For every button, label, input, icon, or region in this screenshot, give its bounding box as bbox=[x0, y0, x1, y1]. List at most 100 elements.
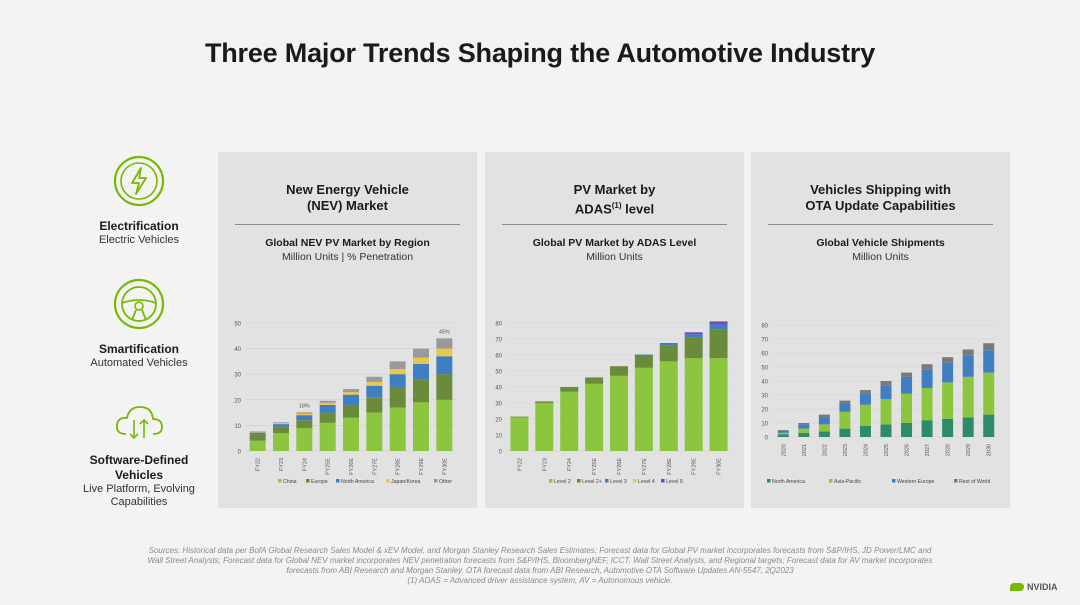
steering-wheel-icon bbox=[113, 278, 165, 330]
y-tick-label: 30 bbox=[761, 394, 768, 400]
x-tick-label: FY23 bbox=[279, 458, 285, 471]
bar-segment bbox=[798, 428, 810, 433]
legend-swatch bbox=[661, 479, 665, 483]
legend: North America Asia-Pacific Western Europe R… bbox=[767, 479, 990, 485]
panel-adas: PV Market by ADAS(1) level Global PV Mar… bbox=[485, 152, 744, 508]
bar-segment bbox=[560, 391, 579, 451]
legend: Level 2 Level 2+ Level 3 Level 4 Level 5 bbox=[549, 479, 683, 485]
bar-segment bbox=[610, 375, 628, 451]
trend-sub: Live Platform, Evolving Capabilities bbox=[83, 483, 195, 508]
divider bbox=[502, 224, 727, 225]
bar-segment bbox=[610, 366, 628, 376]
bar-segment bbox=[818, 414, 830, 418]
x-tick-label: 2026 bbox=[905, 444, 911, 456]
bar-segment bbox=[839, 411, 851, 429]
legend-label: Level 3 bbox=[610, 479, 627, 485]
bar-segment bbox=[983, 350, 995, 373]
cloud-icon bbox=[116, 406, 163, 440]
bar-segment bbox=[921, 420, 933, 437]
page-title: Three Major Trends Shaping the Automotiv… bbox=[204, 38, 876, 68]
bar-segment bbox=[777, 430, 789, 431]
bar-segment bbox=[319, 400, 336, 403]
legend-label: Level 2 bbox=[554, 479, 571, 485]
legend-swatch bbox=[386, 479, 390, 483]
bar-segment bbox=[942, 357, 954, 363]
panel-title-line1: PV Market by bbox=[573, 182, 656, 197]
bar-segment bbox=[839, 428, 851, 437]
bar-segment bbox=[901, 393, 913, 423]
y-tick-label: 10 bbox=[495, 434, 502, 440]
bar-segment bbox=[249, 431, 266, 432]
bar-segment bbox=[560, 387, 579, 392]
bar-segment bbox=[942, 382, 954, 419]
legend-swatch bbox=[633, 479, 637, 483]
bar-segment bbox=[777, 430, 789, 433]
bar-segment bbox=[659, 361, 678, 451]
trend-smartification: Smartification Automated Vehicles bbox=[64, 277, 214, 370]
x-tick-label: FY28E bbox=[667, 458, 673, 475]
bar-segment bbox=[343, 392, 359, 395]
level-text: level bbox=[621, 201, 655, 217]
legend-label: Rest of World bbox=[959, 479, 990, 485]
y-tick-label: 50 bbox=[761, 366, 768, 372]
y-tick-label: 70 bbox=[761, 338, 768, 344]
legend-swatch bbox=[306, 479, 310, 483]
chart-title: Global Vehicle Shipments bbox=[816, 237, 945, 249]
x-tick-label: FY24 bbox=[302, 458, 308, 471]
lightning-icon bbox=[113, 155, 165, 207]
bar-segment bbox=[684, 337, 703, 359]
bar-segment bbox=[343, 394, 359, 405]
bar-segment bbox=[249, 432, 266, 435]
legend-swatch bbox=[278, 479, 282, 483]
bar-segment bbox=[962, 349, 974, 356]
panel-title-line2: ADAS(1) level bbox=[485, 198, 744, 217]
bar-segment bbox=[343, 417, 359, 451]
bar-segment bbox=[413, 357, 429, 364]
y-tick-label: 30 bbox=[495, 402, 502, 408]
trend-sub: Electric Vehicles bbox=[98, 234, 180, 246]
y-tick-label: 0 bbox=[765, 436, 769, 442]
bar-segment bbox=[366, 385, 383, 398]
bar-segment bbox=[249, 434, 266, 441]
bar-segment bbox=[983, 372, 995, 415]
y-tick-label: 40 bbox=[761, 380, 768, 386]
bar-segment bbox=[634, 367, 653, 451]
nvidia-logo: NVIDIA bbox=[1010, 582, 1058, 592]
bar-segment bbox=[880, 424, 892, 437]
chart-title: Global PV Market by ADAS Level bbox=[532, 237, 697, 249]
bar-segment bbox=[709, 358, 728, 451]
bar-segment bbox=[709, 321, 728, 325]
bar-segment bbox=[798, 423, 810, 425]
legend-swatch bbox=[767, 479, 771, 483]
bar-segment bbox=[709, 329, 728, 359]
legend-label: Asia-Pacific bbox=[834, 479, 862, 485]
adas-text: ADAS bbox=[574, 201, 612, 217]
legend-swatch bbox=[954, 479, 958, 483]
y-tick-label: 20 bbox=[234, 398, 241, 404]
bar-segment bbox=[343, 404, 359, 418]
chart-subtitle: Million Units bbox=[852, 251, 909, 263]
bar-segment bbox=[709, 324, 728, 330]
nvidia-eye-icon bbox=[1010, 583, 1024, 591]
bar-segment bbox=[389, 374, 406, 387]
bar-segment bbox=[436, 338, 453, 349]
bar-segment bbox=[366, 381, 383, 386]
y-tick-label: 40 bbox=[234, 347, 241, 353]
bar-segment bbox=[319, 412, 336, 423]
y-tick-label: 20 bbox=[495, 418, 502, 424]
y-tick-label: 60 bbox=[761, 352, 768, 358]
x-tick-label: 2022 bbox=[822, 444, 828, 456]
plot-area: 0 10 20 30 40 50 FY22 FY23 FY24 18% FY25E FY26E FY27… bbox=[234, 322, 456, 475]
bar-segment bbox=[510, 417, 529, 451]
bar-segment bbox=[818, 424, 830, 432]
bar-segment bbox=[413, 379, 429, 403]
legend-swatch bbox=[605, 479, 609, 483]
bar-segment bbox=[436, 356, 453, 375]
x-tick-label: FY27E bbox=[642, 458, 648, 475]
chart-subtitle: Million Units bbox=[586, 251, 643, 263]
panel-ota: Vehicles Shipping with OTA Update Capabi… bbox=[751, 152, 1010, 508]
x-tick-label: FY24 bbox=[567, 458, 573, 471]
y-tick-label: 0 bbox=[499, 450, 503, 456]
legend-swatch bbox=[577, 479, 581, 483]
